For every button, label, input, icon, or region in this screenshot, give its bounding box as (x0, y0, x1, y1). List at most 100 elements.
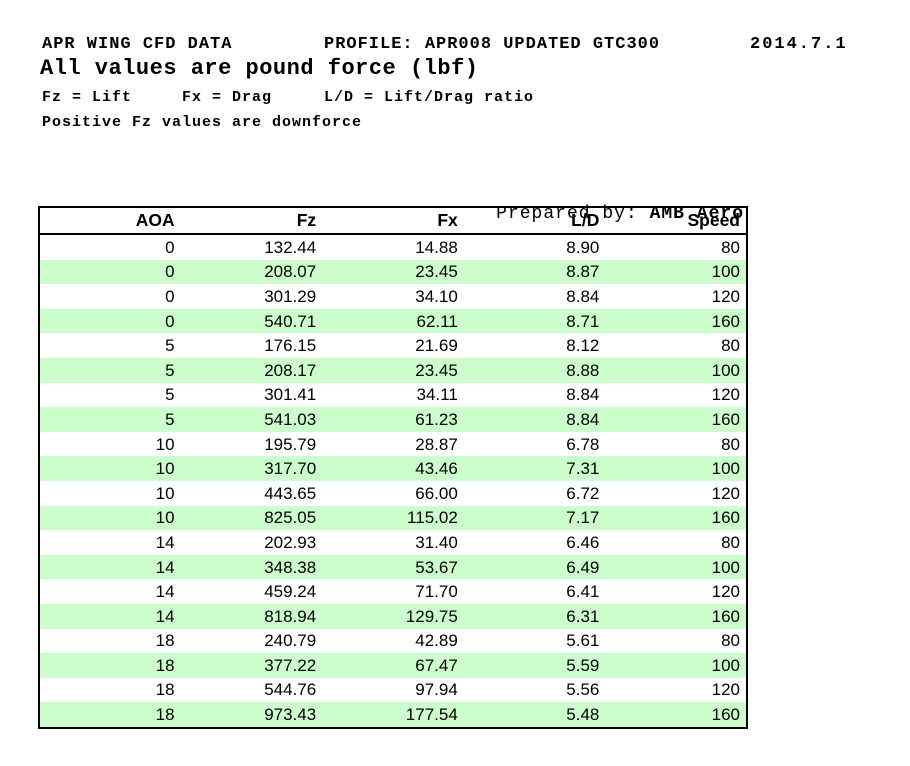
table-cell: 0 (165, 286, 175, 306)
table-cell: 8.84 (566, 286, 600, 306)
table-cell: 43.46 (415, 459, 458, 479)
table-cell: 160 (711, 606, 740, 626)
table-cell: 100 (711, 459, 740, 479)
table-cell: 42.89 (415, 631, 458, 651)
table-cell: 28.87 (415, 434, 458, 454)
downforce-note: Positive Fz values are downforce (42, 114, 363, 131)
table-cell: 7.31 (566, 459, 600, 479)
table-cell: 6.46 (566, 532, 600, 552)
table-cell: 301.41 (264, 385, 317, 405)
table-row: 14 202.93 31.40 6.46 80 (39, 530, 747, 555)
table-cell: 5.48 (566, 705, 600, 725)
table-cell: 31.40 (415, 532, 458, 552)
table-cell: 0 (165, 311, 175, 331)
table-row: 18 240.79 42.89 5.61 80 (39, 629, 747, 654)
table-cell: 120 (711, 385, 740, 405)
table-cell: 5 (165, 385, 175, 405)
table-cell: 0 (165, 262, 175, 282)
table-cell: 14 (155, 557, 175, 577)
table-cell: 61.23 (415, 409, 458, 429)
table-cell: 34.10 (415, 286, 458, 306)
table-cell: 5 (165, 336, 175, 356)
table-row: 18 973.43 177.54 5.48 160 (39, 702, 747, 728)
table-cell: 80 (721, 336, 740, 356)
table-cell: 10 (155, 434, 175, 454)
table-cell: 132.44 (264, 237, 317, 257)
table-cell: 71.70 (415, 582, 458, 602)
table-cell: 5.59 (566, 655, 600, 675)
table-row: 14 348.38 53.67 6.49 100 (39, 554, 747, 580)
table-cell: 6.72 (566, 483, 600, 503)
table-cell: 0 (165, 237, 175, 257)
table-cell: 195.79 (264, 434, 317, 454)
table-row: 0 208.07 23.45 8.87 100 (39, 259, 747, 285)
table-cell: 8.84 (566, 409, 600, 429)
legend-ld: L/D = Lift/Drag ratio (324, 89, 535, 106)
table-cell: 34.11 (416, 385, 458, 405)
table-row: 5 541.03 61.23 8.84 160 (39, 407, 747, 432)
table-cell: 14.88 (415, 237, 458, 257)
table-cell: 973.43 (264, 705, 317, 725)
cfd-data-table: AOA Fz Fx L/D Speed 0 132.44 14.88 8.90 80 0 2… (38, 206, 748, 729)
table-cell: 62.11 (416, 311, 458, 331)
table-cell: 443.65 (264, 483, 317, 503)
table-cell: 18 (155, 631, 175, 651)
table-cell: 208.07 (264, 262, 317, 282)
table-cell: 100 (711, 557, 740, 577)
table-cell: 818.94 (264, 606, 317, 626)
table-cell: 21.69 (415, 336, 458, 356)
table-cell: 5 (165, 360, 175, 380)
table-cell: 10 (155, 483, 175, 503)
units-note: All values are pound force (lbf) (40, 56, 479, 81)
table-cell: 97.94 (415, 680, 458, 700)
table-cell: 8.87 (566, 262, 600, 282)
table-cell: 120 (711, 483, 740, 503)
table-cell: 8.71 (566, 311, 600, 331)
table-row: 5 301.41 34.11 8.84 120 (39, 383, 747, 408)
table-cell: 5.56 (566, 680, 600, 700)
table-body: 0 132.44 14.88 8.90 80 0 208.07 23.45 8.87 100 0 30… (39, 234, 747, 728)
table-cell: 6.31 (566, 606, 600, 626)
table-cell: 6.49 (566, 557, 600, 577)
table-row: 18 544.76 97.94 5.56 120 (39, 678, 747, 703)
table-cell: 8.84 (566, 385, 600, 405)
table-cell: 18 (155, 655, 175, 675)
profile-label: PROFILE: APR008 UPDATED GTC300 (324, 35, 661, 54)
table-cell: 14 (155, 582, 175, 602)
table-cell: 377.22 (264, 655, 317, 675)
table-row: 14 459.24 71.70 6.41 120 (39, 579, 747, 604)
column-header-speed: Speed (605, 207, 747, 235)
table-row: 14 818.94 129.75 6.31 160 (39, 603, 747, 629)
table-cell: 160 (711, 508, 740, 528)
table-cell: 100 (711, 655, 740, 675)
table-row: 18 377.22 67.47 5.59 100 (39, 653, 747, 678)
table-row: 10 443.65 66.00 6.72 120 (39, 481, 747, 506)
column-header-aoa: AOA (39, 207, 181, 235)
table-cell: 10 (155, 459, 175, 479)
table-cell: 80 (721, 237, 740, 257)
table-header-row: AOA Fz Fx L/D Speed (39, 207, 747, 235)
table-cell: 177.54 (405, 705, 458, 725)
legend-fz: Fz = Lift (42, 89, 133, 106)
column-header-fz: Fz (180, 207, 323, 235)
table-cell: 66.00 (415, 483, 458, 503)
table-cell: 53.67 (415, 557, 458, 577)
table-cell: 115.02 (407, 508, 458, 528)
table-cell: 8.90 (566, 237, 600, 257)
doc-date: 2014.7.1 (750, 35, 848, 54)
table-cell: 5 (165, 409, 175, 429)
table-row: 0 540.71 62.11 8.71 160 (39, 308, 747, 334)
table-cell: 240.79 (264, 631, 317, 651)
table-cell: 7.17 (566, 508, 600, 528)
table-cell: 5.61 (566, 631, 600, 651)
table-cell: 544.76 (264, 680, 317, 700)
table-row: 0 132.44 14.88 8.90 80 (39, 234, 747, 260)
table-row: 10 317.70 43.46 7.31 100 (39, 456, 747, 481)
table-cell: 176.15 (264, 336, 317, 356)
table-cell: 80 (721, 532, 740, 552)
table-cell: 67.47 (415, 655, 458, 675)
column-header-ld: L/D (463, 207, 606, 235)
table-cell: 14 (155, 532, 175, 552)
table-cell: 301.29 (264, 286, 317, 306)
